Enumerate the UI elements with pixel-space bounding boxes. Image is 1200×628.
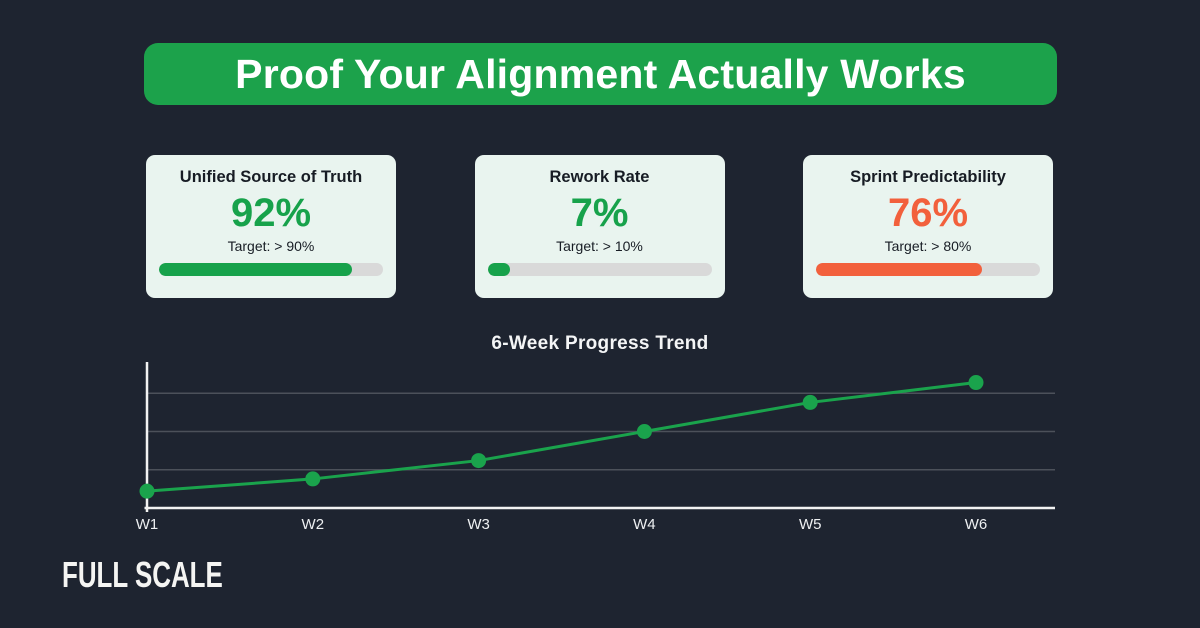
chart-title: 6-Week Progress Trend bbox=[491, 333, 709, 354]
progress-bar-track bbox=[487, 263, 712, 276]
x-axis-tick-label: W3 bbox=[467, 516, 490, 533]
target-label: Target: > 10% bbox=[556, 238, 643, 254]
progress-bar-track bbox=[816, 263, 1040, 276]
metric-card-rework-rate: Rework Rate 7% Target: > 10% bbox=[474, 155, 725, 298]
x-axis-tick-label: W4 bbox=[633, 516, 656, 533]
headline-text: Proof Your Alignment Actually Works bbox=[235, 50, 966, 97]
data-point-marker bbox=[139, 483, 155, 499]
brand-logo: FULL SCALE bbox=[62, 554, 223, 595]
data-point-marker bbox=[968, 375, 984, 391]
progress-bar-fill bbox=[816, 263, 982, 276]
x-axis-tick-label: W6 bbox=[965, 516, 988, 533]
trend-line bbox=[146, 381, 977, 493]
x-axis-tick-label: W2 bbox=[302, 516, 325, 533]
progress-bar-fill bbox=[159, 263, 352, 276]
metric-cards-row: Unified Source of Truth 92% Target: > 90… bbox=[146, 155, 1053, 298]
data-point-marker bbox=[471, 453, 487, 469]
metric-value: 76% bbox=[887, 191, 969, 235]
progress-bar-track bbox=[159, 263, 383, 276]
metric-card-unified-source-of-truth: Unified Source of Truth 92% Target: > 90… bbox=[146, 155, 396, 298]
x-axis-tick-label: W5 bbox=[799, 516, 822, 533]
data-point-marker bbox=[636, 424, 652, 439]
headline-banner: Proof Your Alignment Actually Works bbox=[144, 43, 1057, 105]
card-title: Rework Rate bbox=[549, 168, 650, 186]
metric-value: 92% bbox=[230, 191, 312, 235]
card-title: Sprint Predictability bbox=[850, 168, 1006, 186]
data-point-marker bbox=[802, 394, 818, 410]
x-axis-tick-label: W1 bbox=[136, 516, 159, 533]
target-label: Target: > 90% bbox=[227, 238, 315, 254]
progress-bar-fill bbox=[487, 263, 510, 276]
target-label: Target: > 80% bbox=[884, 238, 972, 254]
metric-value: 7% bbox=[570, 191, 629, 235]
data-point-marker bbox=[305, 471, 321, 487]
metric-card-sprint-predictability: Sprint Predictability 76% Target: > 80% bbox=[803, 155, 1053, 298]
card-title: Unified Source of Truth bbox=[179, 168, 363, 186]
